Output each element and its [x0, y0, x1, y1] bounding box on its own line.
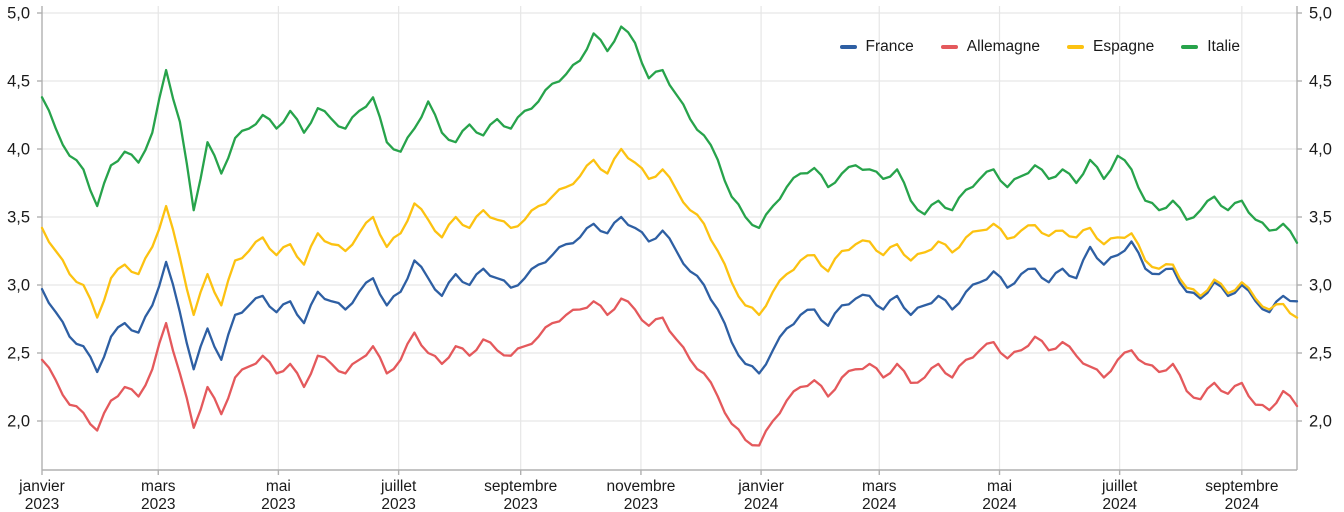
x-axis-label-year: 2024: [1102, 496, 1137, 512]
y-axis-label-right: 3,5: [1309, 209, 1332, 227]
x-axis-label-year: 2023: [381, 496, 415, 512]
series-line-allemagne[interactable]: [40, 297, 1299, 447]
x-axis-label-year: 2024: [744, 496, 779, 512]
legend-label-allemagne: Allemagne: [966, 38, 1041, 55]
y-axis-label-right: 3,0: [1309, 277, 1332, 295]
x-axis-label-month: novembre: [606, 478, 675, 495]
legend-swatch-espagne-icon: [1067, 45, 1085, 49]
x-axis-label-year: 2023: [503, 496, 537, 512]
legend-label-espagne: Espagne: [1093, 38, 1155, 55]
y-axis-label-left: 2,5: [7, 345, 30, 363]
series-line-italie[interactable]: [40, 25, 1299, 244]
y-axis-label-right: 5,0: [1309, 5, 1332, 23]
y-axis-label-left: 4,0: [7, 141, 30, 159]
y-axis-label-left: 4,5: [7, 73, 30, 91]
legend-swatch-france-icon: [839, 45, 857, 49]
x-axis-label-year: 2023: [624, 496, 658, 512]
legend-item-allemagne[interactable]: Allemagne: [940, 37, 1041, 57]
x-axis-label-year: 2023: [141, 496, 175, 512]
y-axis-label-right: 4,0: [1309, 141, 1332, 159]
x-axis-label-year: 2024: [862, 496, 897, 512]
y-axis-label-left: 5,0: [7, 5, 30, 23]
chart-legend: France Allemagne Espagne Italie: [839, 37, 1240, 57]
x-axis-label-month: mai: [266, 478, 291, 495]
y-axis-label-right: 4,5: [1309, 73, 1332, 91]
x-axis-label-month: juillet: [1101, 478, 1138, 495]
x-axis-label-month: septembre: [1205, 478, 1278, 495]
legend-item-italie[interactable]: Italie: [1181, 37, 1240, 57]
legend-label-france: France: [865, 38, 914, 55]
x-axis-label-month: janvier: [18, 478, 65, 495]
series-line-france[interactable]: [40, 215, 1299, 375]
y-axis-label-left: 3,5: [7, 209, 30, 227]
y-axis-label-left: 3,0: [7, 277, 30, 295]
x-axis-label-month: juillet: [380, 478, 417, 495]
x-axis-label-month: mai: [987, 478, 1012, 495]
x-axis-label-year: 2024: [1225, 496, 1260, 512]
legend-label-italie: Italie: [1207, 38, 1240, 55]
y-axis-label-right: 2,0: [1309, 413, 1332, 431]
legend-swatch-allemagne-icon: [940, 45, 958, 49]
x-axis-label-month: septembre: [484, 478, 557, 495]
series-line-espagne[interactable]: [40, 147, 1299, 319]
y-axis-label-left: 2,0: [7, 413, 30, 431]
legend-item-france[interactable]: France: [839, 37, 914, 57]
x-axis-label-year: 2024: [982, 496, 1017, 512]
y-axis-label-right: 2,5: [1309, 345, 1332, 363]
x-axis-label-month: mars: [862, 478, 897, 495]
x-axis-label-month: mars: [141, 478, 176, 495]
x-axis-label-year: 2023: [261, 496, 295, 512]
legend-item-espagne[interactable]: Espagne: [1067, 37, 1154, 57]
x-axis-label-year: 2023: [25, 496, 59, 512]
legend-swatch-italie-icon: [1181, 45, 1199, 49]
x-axis-label-month: janvier: [737, 478, 784, 495]
